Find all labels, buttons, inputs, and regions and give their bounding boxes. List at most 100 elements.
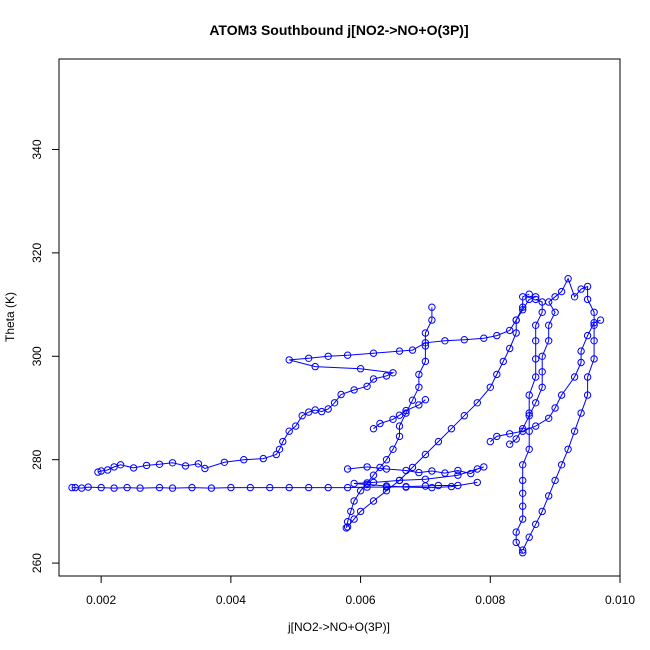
data-point bbox=[545, 321, 553, 329]
data-point bbox=[499, 357, 507, 366]
data-point bbox=[421, 342, 430, 350]
data-point bbox=[369, 497, 378, 505]
data-point bbox=[421, 450, 430, 459]
data-point bbox=[583, 282, 592, 291]
data-point bbox=[421, 329, 430, 337]
data-point bbox=[305, 408, 313, 416]
data-point bbox=[493, 331, 501, 340]
x-tick-label: 0.004 bbox=[216, 593, 246, 607]
data-point bbox=[460, 336, 468, 344]
data-point bbox=[363, 479, 371, 487]
x-tick-label: 0.010 bbox=[605, 593, 635, 607]
data-point bbox=[389, 445, 397, 453]
data-point bbox=[266, 483, 274, 492]
x-axis: 0.002 0.004 0.006 0.008 0.010 bbox=[86, 575, 635, 607]
data-point bbox=[356, 487, 365, 495]
data-point bbox=[532, 399, 540, 407]
data-point bbox=[415, 401, 423, 409]
data-point bbox=[369, 375, 378, 383]
data-point bbox=[382, 482, 391, 490]
data-point bbox=[324, 405, 332, 413]
data-point bbox=[538, 383, 546, 391]
series-line bbox=[515, 298, 543, 553]
data-point bbox=[343, 351, 352, 359]
data-point bbox=[68, 483, 76, 492]
data-point bbox=[564, 445, 572, 453]
data-point bbox=[486, 437, 494, 446]
data-point bbox=[201, 464, 209, 473]
data-point bbox=[519, 489, 527, 497]
data-point bbox=[525, 290, 533, 298]
data-point bbox=[428, 483, 436, 492]
data-point bbox=[389, 415, 397, 423]
data-point bbox=[155, 460, 164, 468]
data-point bbox=[415, 383, 423, 391]
data-point bbox=[551, 308, 559, 316]
data-point bbox=[590, 321, 598, 329]
data-point bbox=[350, 497, 358, 505]
data-point bbox=[512, 316, 520, 324]
data-point bbox=[460, 412, 468, 420]
data-point bbox=[123, 483, 131, 492]
data-point bbox=[116, 461, 125, 469]
data-point bbox=[259, 454, 267, 463]
data-point bbox=[155, 483, 164, 492]
data-point bbox=[441, 337, 449, 345]
data-point bbox=[570, 427, 579, 435]
data-point bbox=[570, 293, 579, 301]
data-point bbox=[512, 538, 520, 547]
data-point bbox=[324, 352, 332, 360]
data-point bbox=[590, 355, 598, 363]
data-point bbox=[512, 329, 520, 337]
y-tick-label: 300 bbox=[30, 346, 44, 366]
data-point bbox=[519, 293, 527, 301]
data-point bbox=[596, 316, 605, 324]
data-point bbox=[577, 285, 585, 293]
y-tick-label: 260 bbox=[30, 553, 44, 573]
x-tick-label: 0.008 bbox=[475, 593, 505, 607]
data-point bbox=[350, 479, 358, 488]
data-point bbox=[532, 293, 540, 301]
data-point bbox=[434, 437, 443, 446]
data-point bbox=[415, 468, 423, 477]
plot-frame bbox=[58, 58, 621, 577]
data-point bbox=[512, 435, 520, 443]
data-point bbox=[506, 326, 514, 335]
data-point bbox=[318, 407, 326, 416]
data-point bbox=[577, 347, 585, 355]
data-point bbox=[590, 308, 598, 316]
data-point bbox=[506, 430, 514, 438]
data-series bbox=[342, 303, 436, 532]
data-point bbox=[363, 382, 371, 390]
data-point bbox=[519, 427, 527, 435]
data-point bbox=[519, 502, 527, 510]
data-point bbox=[279, 437, 287, 446]
data-point bbox=[292, 422, 300, 430]
data-point bbox=[227, 483, 235, 492]
data-point bbox=[94, 468, 102, 476]
data-point bbox=[246, 483, 255, 492]
y-axis-label: Theta (K) bbox=[3, 292, 17, 342]
data-point bbox=[577, 358, 585, 367]
data-point bbox=[532, 295, 540, 304]
series-line bbox=[97, 296, 536, 473]
data-point bbox=[525, 391, 533, 399]
data-point bbox=[389, 369, 397, 377]
data-point bbox=[408, 463, 417, 472]
data-point bbox=[583, 373, 592, 381]
data-point bbox=[110, 484, 118, 492]
data-point bbox=[343, 518, 352, 526]
data-point bbox=[343, 483, 352, 492]
data-point bbox=[395, 432, 404, 441]
data-point bbox=[408, 346, 417, 354]
data-point bbox=[428, 303, 436, 311]
data-point bbox=[421, 475, 430, 483]
data-point bbox=[220, 458, 229, 466]
data-point bbox=[343, 465, 352, 473]
data-point bbox=[168, 459, 177, 467]
data-point bbox=[181, 462, 190, 470]
data-point bbox=[110, 463, 118, 471]
data-point bbox=[583, 295, 592, 304]
data-point bbox=[402, 483, 410, 491]
